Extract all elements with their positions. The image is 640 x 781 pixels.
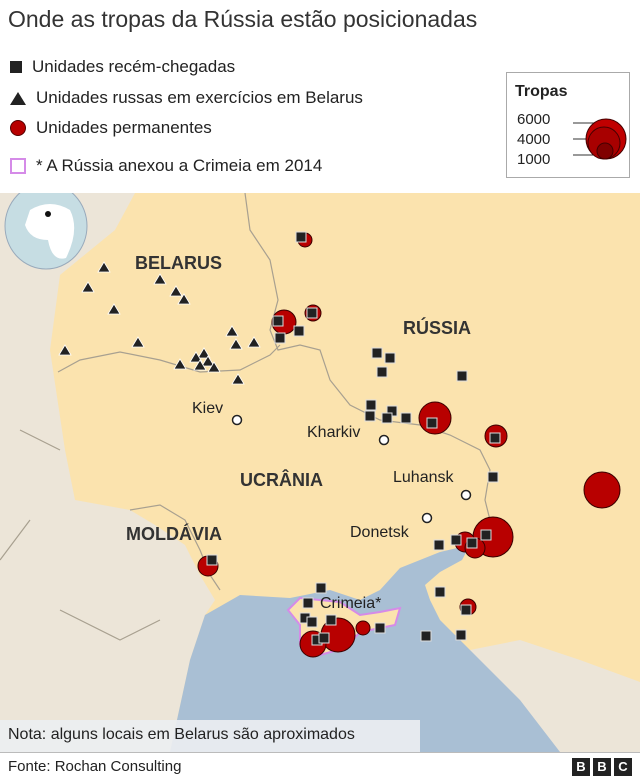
exercise-unit-marker (107, 303, 121, 315)
new-unit-marker (293, 325, 305, 337)
map-note: Nota: alguns locais em Belarus são aprox… (0, 720, 420, 752)
new-unit-marker (376, 366, 388, 378)
label-crimea: Crimeia* (320, 595, 382, 612)
sea-of-azov (380, 545, 470, 600)
legend-label: * A Rússia anexou a Crimeia em 2014 (36, 156, 323, 175)
logo-letter: C (614, 758, 632, 776)
exercise-unit-marker (81, 281, 95, 293)
new-unit-marker (460, 604, 472, 616)
new-unit-marker (420, 630, 432, 642)
new-unit-marker (384, 352, 396, 364)
globe-land (25, 204, 75, 259)
logo-letter: B (593, 758, 611, 776)
new-unit-marker (318, 632, 330, 644)
label-moldova: MOLDÁVIA (126, 524, 222, 544)
new-unit-marker (480, 529, 492, 541)
page-title: Onde as tropas da Rússia estão posiciona… (8, 6, 478, 32)
locator-dot (45, 211, 51, 217)
exercise-unit-marker (58, 344, 72, 356)
logo-letter: B (572, 758, 590, 776)
new-unit-marker (365, 399, 377, 411)
legend-label: Unidades recém-chegadas (32, 57, 236, 76)
new-unit-marker (487, 471, 499, 483)
size-legend-title: Tropas (515, 83, 568, 100)
label-russia: RÚSSIA (403, 318, 472, 338)
permanent-unit-marker (583, 471, 621, 509)
exercise-unit-marker (201, 355, 215, 367)
new-unit-marker (450, 534, 462, 546)
exercise-unit-marker (197, 347, 211, 359)
new-unit-marker (306, 616, 318, 628)
exercise-unit-marker (177, 293, 191, 305)
caucasus-land (470, 640, 640, 752)
new-unit-marker (306, 307, 318, 319)
exercise-unit-marker (97, 261, 111, 273)
map (0, 193, 640, 752)
circle-icon (10, 120, 26, 136)
new-unit-marker (295, 231, 307, 243)
new-unit-marker (466, 537, 478, 549)
legend-crimea: * A Rússia anexou a Crimeia em 2014 (10, 156, 322, 176)
outline-square-icon (10, 158, 26, 174)
new-unit-marker (272, 315, 284, 327)
new-unit-marker (302, 597, 314, 609)
new-unit-marker (374, 622, 386, 634)
new-unit-marker (325, 614, 337, 626)
city-marker (460, 489, 472, 501)
new-unit-marker (274, 332, 286, 344)
city-kharkiv: Kharkiv (307, 424, 361, 441)
new-unit-marker (456, 370, 468, 382)
legend-exercise-units: Unidades russas em exercícios em Belarus (10, 88, 363, 108)
new-unit-marker (426, 417, 438, 429)
triangle-icon (10, 91, 26, 105)
legend-label: Unidades permanentes (36, 118, 212, 137)
exercise-unit-marker (225, 325, 239, 337)
legend-label: Unidades russas em exercícios em Belarus (36, 88, 363, 107)
legend-permanent-units: Unidades permanentes (10, 118, 212, 138)
size-value: 4000 (517, 131, 551, 148)
exercise-unit-marker (189, 351, 203, 363)
city-kiev: Kiev (192, 400, 224, 417)
exercise-unit-marker (207, 361, 221, 373)
exercise-unit-marker (153, 273, 167, 285)
permanent-unit-marker (355, 620, 371, 636)
troop-size-legend: Tropas 6000 4000 1000 (506, 72, 630, 178)
new-unit-marker (455, 629, 467, 641)
exercise-unit-marker (169, 285, 183, 297)
new-unit-marker (400, 412, 412, 424)
new-unit-marker (381, 412, 393, 424)
legend-new-units: Unidades recém-chegadas (10, 57, 235, 77)
source: Fonte: Rochan Consulting (8, 758, 182, 775)
exercise-unit-marker (193, 359, 207, 371)
label-ukraine: UCRÂNIA (240, 470, 323, 490)
city-marker (421, 512, 433, 524)
city-donetsk: Donetsk (350, 524, 409, 541)
label-belarus: BELARUS (135, 253, 223, 273)
city-luhansk: Luhansk (393, 469, 454, 486)
new-unit-marker (315, 582, 327, 594)
new-unit-marker (206, 554, 218, 566)
city-marker (231, 414, 243, 426)
city-marker (378, 434, 390, 446)
size-circles (573, 118, 627, 160)
new-unit-marker (433, 539, 445, 551)
new-unit-marker (489, 432, 501, 444)
neighbouring-land (0, 193, 215, 752)
size-value: 6000 (517, 111, 551, 128)
black-sea (170, 585, 560, 752)
new-unit-marker (364, 410, 376, 422)
exercise-unit-marker (229, 338, 243, 350)
size-value: 1000 (517, 151, 551, 168)
exercise-unit-marker (173, 358, 187, 370)
exercise-unit-marker (231, 373, 245, 385)
exercise-unit-marker (247, 336, 261, 348)
square-icon (10, 61, 22, 73)
new-unit-marker (371, 347, 383, 359)
new-unit-marker (434, 586, 446, 598)
exercise-unit-marker (131, 336, 145, 348)
